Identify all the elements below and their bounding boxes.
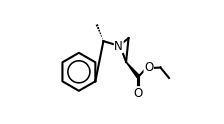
Polygon shape — [126, 62, 140, 78]
Text: N: N — [114, 40, 123, 53]
Text: O: O — [144, 61, 153, 74]
Text: O: O — [134, 87, 143, 100]
